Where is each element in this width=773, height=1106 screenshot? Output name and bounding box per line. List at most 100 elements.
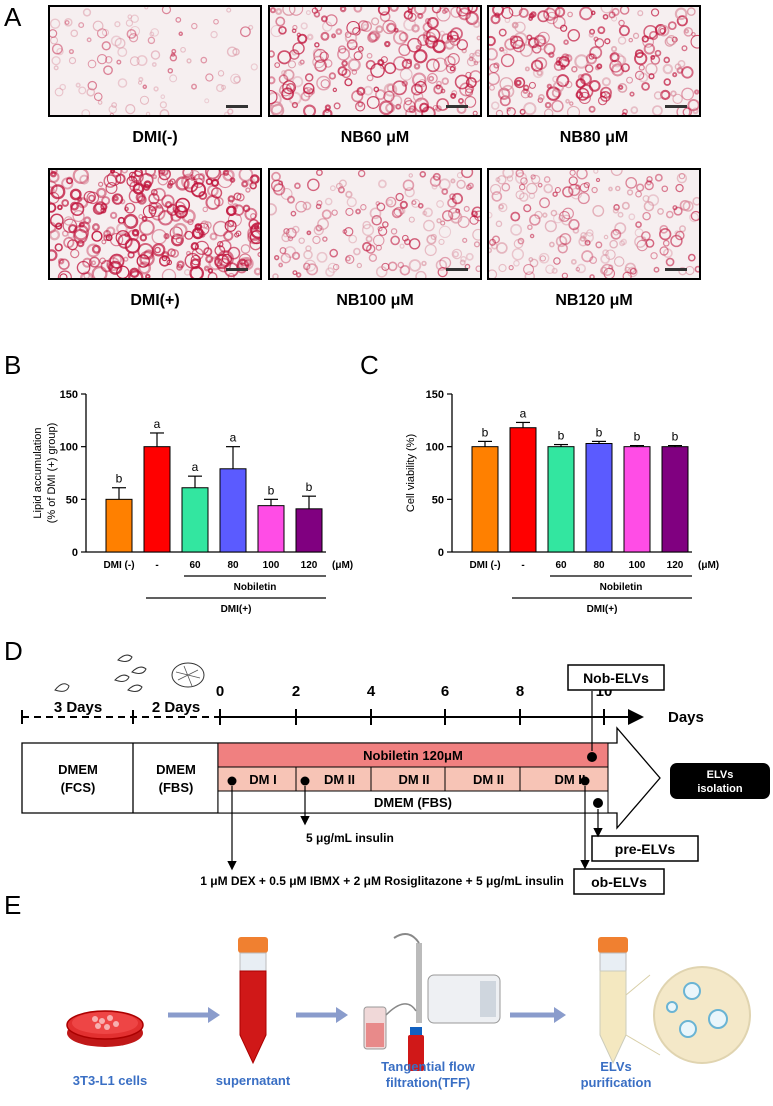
x-category-label: 120	[301, 560, 318, 571]
bar	[661, 446, 689, 553]
bar	[471, 446, 499, 553]
nobiletin-bar	[217, 742, 609, 768]
nobiletin-bar-label: Nobiletin 120μM	[363, 748, 463, 763]
workflow-step-label: purification	[581, 1075, 652, 1090]
x-category-label: -	[155, 560, 158, 571]
significance-letter: b	[558, 429, 565, 443]
bar	[547, 446, 575, 553]
media-2-line2: (FBS)	[159, 780, 194, 795]
x-category-label: -	[521, 560, 524, 571]
y-tick-label: 50	[66, 494, 78, 506]
significance-letter: a	[192, 460, 199, 474]
x-category-label: 80	[593, 560, 605, 571]
micrograph-label: DMI(+)	[130, 292, 180, 309]
timeline-ticks: 0 2 4 6 8 10	[216, 683, 612, 725]
bar	[143, 446, 171, 553]
x-category-label: 60	[189, 560, 201, 571]
micrograph-label: DMI(-)	[132, 129, 178, 146]
y-tick-label: 0	[72, 547, 78, 559]
micrograph-image	[48, 168, 262, 280]
timeline-tick-label: 2	[292, 683, 300, 700]
panel-letter-a: A	[4, 2, 22, 32]
x-category-label: 80	[227, 560, 239, 571]
y-axis-label: (% of DMI (+) group)	[46, 423, 58, 524]
elv-isolation-workflow: 3T3-L1 cells supernatant Tangential flowfi…	[66, 933, 751, 1090]
bar	[219, 468, 247, 553]
y-tick-label: 150	[426, 389, 444, 401]
media-2-line1: DMEM	[156, 762, 196, 777]
significance-letter: b	[482, 425, 489, 439]
micrograph-label: NB120 μM	[555, 292, 633, 309]
y-tick-label: 100	[426, 442, 444, 454]
media-1-line2: (FCS)	[61, 780, 96, 795]
group-label-dmi: DMI(+)	[587, 604, 618, 615]
lipid-accumulation-chart: 0 50 100 150 Lipid accumulation (% of DMI (+)…	[32, 389, 353, 615]
micrograph-image	[48, 5, 262, 117]
micrograph-label: NB80 μM	[559, 129, 629, 146]
x-category-label: 100	[263, 560, 280, 571]
elvs-isolation-line2: isolation	[697, 783, 743, 795]
y-tick-label: 50	[432, 494, 444, 506]
unit-label: (μM)	[332, 560, 353, 571]
workflow-labels: 3T3-L1 cells supernatant Tangential flowfi…	[73, 1059, 652, 1090]
x-category-label: 100	[629, 560, 646, 571]
timeline-tick-label: 4	[367, 683, 376, 700]
bar	[295, 508, 323, 553]
supernatant-tube-icon	[238, 937, 268, 1065]
dm-segment-label: DM I	[249, 772, 276, 787]
workflow-step-label: 3T3-L1 cells	[73, 1073, 147, 1088]
dm-segment-label: DM II	[554, 772, 585, 787]
dm-segments: DM I DM II DM II DM II DM II	[217, 766, 609, 792]
elvs-tube-icon	[598, 937, 751, 1065]
pre-days-1: 3 Days	[54, 699, 102, 716]
bar	[105, 498, 133, 553]
significance-letter: b	[596, 425, 603, 439]
cocktail-note: 1 μM DEX + 0.5 μM IBMX + 2 μM Rosiglitaz…	[200, 874, 564, 888]
micrograph-label: NB60 μM	[340, 129, 410, 146]
bar	[257, 505, 285, 553]
ob-elvs-box	[573, 868, 665, 895]
micrograph-image	[268, 5, 482, 117]
elvs-isolation-line1: ELVs	[707, 769, 734, 781]
dm-segment-label: DM II	[473, 772, 504, 787]
micrograph-label: NB100 μM	[336, 292, 414, 309]
y-tick-label: 100	[60, 442, 78, 454]
workflow-step-label: Tangential flow	[381, 1059, 476, 1074]
ob-elvs-label: ob-ELVs	[591, 874, 647, 890]
timeline-tick-label: 0	[216, 683, 224, 700]
micrograph-image	[487, 168, 701, 280]
bar	[181, 487, 209, 553]
petri-dish-icon	[66, 1010, 144, 1047]
significance-letter: b	[116, 472, 123, 486]
panel-letter-c: C	[360, 350, 379, 380]
significance-letter: b	[268, 483, 275, 497]
elvs-isolation-badge	[670, 763, 770, 799]
significance-letter: a	[154, 417, 161, 431]
pre-elvs-label: pre-ELVs	[615, 841, 676, 857]
nob-elvs-collection-dot	[587, 752, 597, 762]
dm-segment-label: DM II	[398, 772, 429, 787]
dm-segment-label: DM II	[324, 772, 355, 787]
group-label-nobiletin: Nobiletin	[234, 582, 277, 593]
differentiation-timeline: 3 Days 2 Days Days 0 2 4 6 8 10 DMEM (FCS) DM…	[21, 654, 770, 895]
ob-elvs-collection-dot	[580, 776, 590, 786]
timeline-tick-label: 8	[516, 683, 524, 700]
significance-letter: a	[230, 431, 237, 445]
significance-letter: b	[672, 430, 679, 444]
cell-icon-dense	[171, 662, 205, 688]
pre-days-2: 2 Days	[152, 699, 200, 716]
timeline-tick-label: 6	[441, 683, 449, 700]
x-category-label: DMI (-)	[469, 560, 500, 571]
bar	[623, 446, 651, 553]
micrograph-image	[487, 5, 701, 117]
dmem-fbs-bar	[217, 790, 609, 814]
x-category-label: 120	[667, 560, 684, 571]
cell-icon-medium	[114, 654, 147, 692]
x-category-label: 60	[555, 560, 567, 571]
panel-letter-e: E	[4, 890, 22, 920]
workflow-step-label: filtration(TFF)	[386, 1075, 470, 1090]
group-label-dmi: DMI(+)	[221, 604, 252, 615]
workflow-step-label: supernatant	[216, 1073, 291, 1088]
x-category-label: DMI (-)	[103, 560, 134, 571]
cell-icon-sparse	[54, 683, 70, 692]
